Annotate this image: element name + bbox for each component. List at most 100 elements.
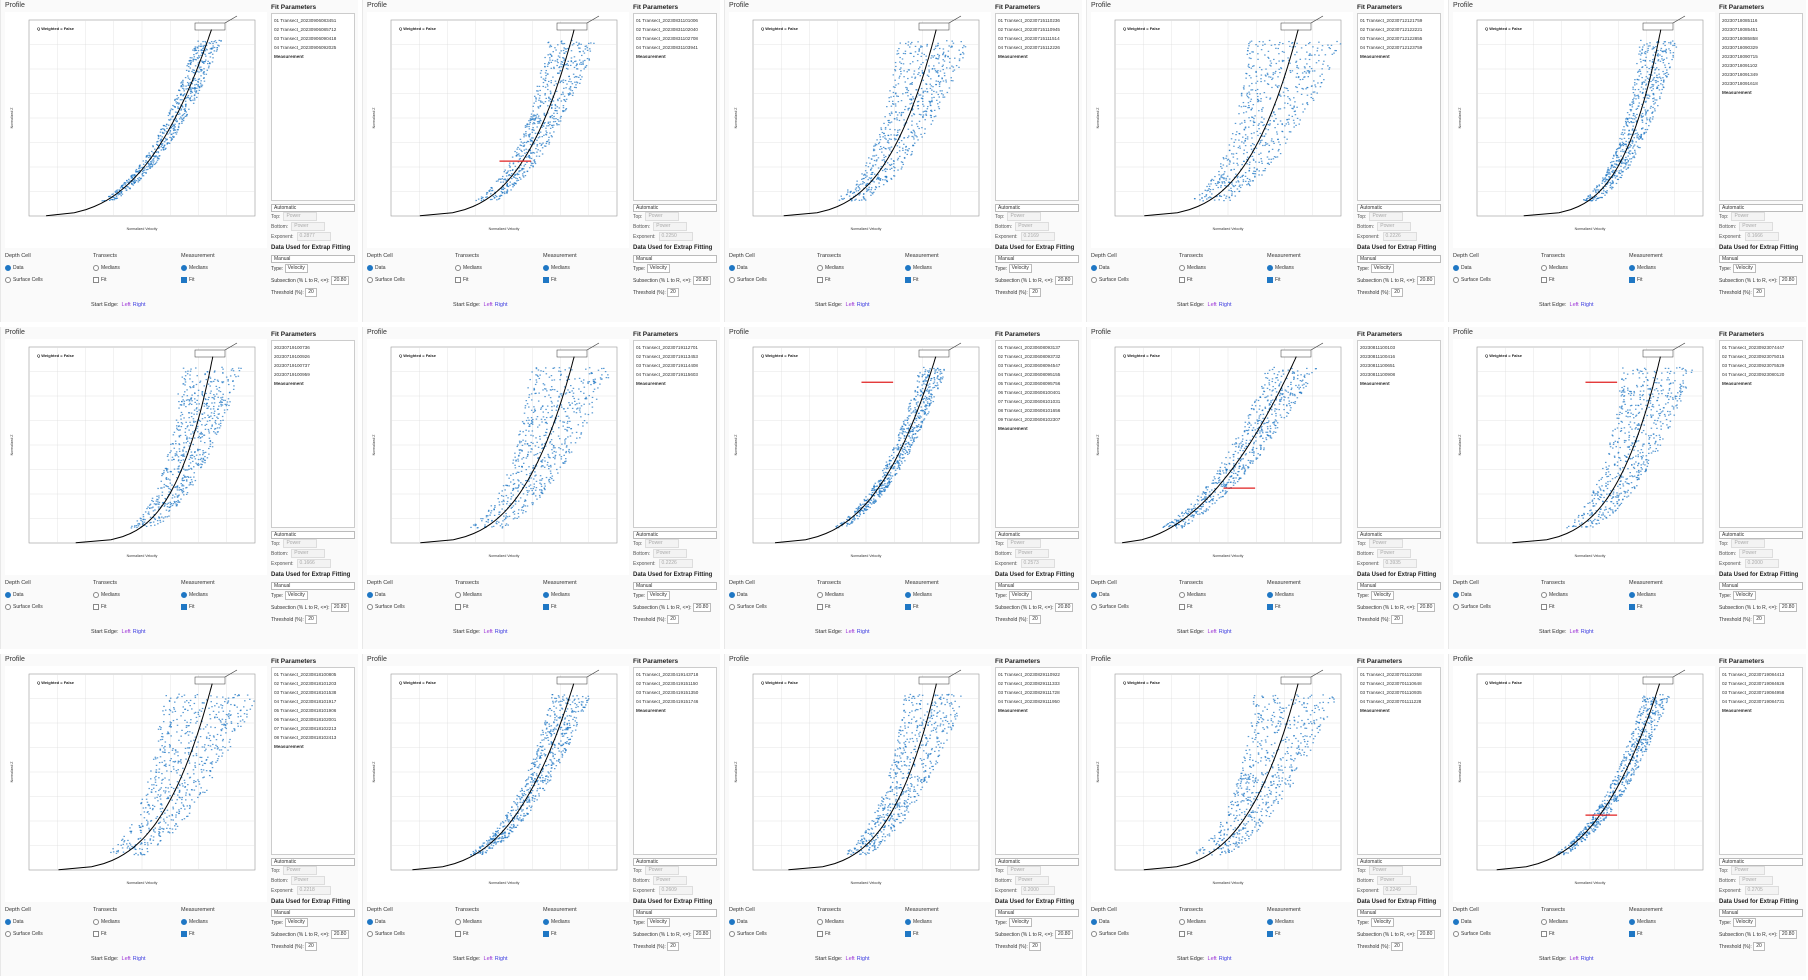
transect-item[interactable]: 01 Transect_20230719084413 — [1722, 672, 1785, 677]
transect-item[interactable]: 04 Transect_20230818101917 — [274, 699, 337, 704]
transect-item[interactable]: 04 Transect_20230712123759 — [1360, 45, 1423, 50]
transect-list[interactable]: 01 Transect_20230712121759 02 Transect_20… — [1357, 13, 1441, 201]
measurement-item[interactable]: Measurement — [998, 54, 1028, 59]
start-edge-right[interactable]: Right — [856, 629, 870, 635]
data-option[interactable]: Data — [1091, 262, 1175, 274]
transect-fit-option[interactable]: Fit — [817, 274, 901, 286]
surface-cells-option[interactable]: Surface Cells — [5, 274, 89, 286]
data-mode-select[interactable]: Manual — [271, 255, 355, 263]
type-select[interactable]: Velocity — [1732, 591, 1756, 601]
transect-item[interactable]: 07 Transect_20230608101031 — [998, 399, 1061, 404]
measurement-item[interactable]: Measurement — [274, 744, 304, 749]
data-mode-select[interactable]: Manual — [1357, 582, 1441, 590]
surface-cells-option[interactable]: Surface Cells — [729, 928, 813, 940]
measurement-medians-option[interactable]: Medians — [181, 916, 265, 928]
transect-list[interactable]: 01 Transect_20230906083451 02 Transect_20… — [271, 13, 355, 201]
transect-item[interactable]: 04 Transect_20230419151746 — [636, 699, 699, 704]
threshold-input[interactable]: 20 — [1391, 288, 1403, 298]
transect-item[interactable]: 02 Transect_20230923075015 — [1722, 354, 1785, 359]
threshold-input[interactable]: 20 — [305, 288, 317, 298]
exponent-value[interactable]: 0.2226 — [658, 559, 693, 569]
threshold-input[interactable]: 20 — [1753, 942, 1765, 952]
measurement-fit-option[interactable]: Fit — [905, 928, 989, 940]
fit-method-select[interactable]: Automatic — [271, 204, 355, 212]
measurement-medians-option[interactable]: Medians — [543, 916, 627, 928]
type-select[interactable]: Velocity — [1008, 264, 1032, 274]
data-option[interactable]: Data — [1453, 589, 1537, 601]
subsection-input[interactable]: 20.80 — [1778, 276, 1798, 286]
data-mode-select[interactable]: Manual — [1719, 582, 1803, 590]
transect-item[interactable]: 04 Transect_20230829111950 — [998, 699, 1060, 704]
transect-item[interactable]: 01 Transect_20230829110922 — [998, 672, 1060, 677]
threshold-input[interactable]: 20 — [305, 615, 317, 625]
type-select[interactable]: Velocity — [284, 591, 308, 601]
transect-item[interactable]: 02 Transect_20230818101203 — [274, 681, 337, 686]
fit-method-select[interactable]: Automatic — [1719, 531, 1803, 539]
fit-method-select[interactable]: Automatic — [1357, 531, 1441, 539]
transect-item[interactable]: 04 Transect_20230719115603 — [636, 372, 698, 377]
transect-item[interactable]: 02 Transect_20230719084626 — [1722, 681, 1785, 686]
data-option[interactable]: Data — [1453, 916, 1537, 928]
transect-medians-option[interactable]: Medians — [1179, 262, 1263, 274]
transect-item[interactable]: 03 Transect_20230719114408 — [636, 363, 698, 368]
data-mode-select[interactable]: Manual — [271, 909, 355, 917]
bottom-value[interactable]: Power — [1015, 549, 1050, 559]
start-edge-right[interactable]: Right — [1580, 956, 1594, 962]
surface-cells-option[interactable]: Surface Cells — [5, 928, 89, 940]
transect-item[interactable]: 01 Transect_20230831101006 — [636, 18, 698, 23]
threshold-input[interactable]: 20 — [1753, 288, 1765, 298]
bottom-value[interactable]: Power — [1739, 222, 1774, 232]
type-select[interactable]: Velocity — [1370, 918, 1394, 928]
fit-method-select[interactable]: Automatic — [271, 858, 355, 866]
fit-method-select[interactable]: Automatic — [1719, 204, 1803, 212]
measurement-medians-option[interactable]: Medians — [543, 262, 627, 274]
data-option[interactable]: Data — [729, 916, 813, 928]
transect-medians-option[interactable]: Medians — [1541, 589, 1625, 601]
top-value[interactable]: Power — [1369, 539, 1404, 549]
transect-fit-option[interactable]: Fit — [1179, 928, 1263, 940]
measurement-fit-option[interactable]: Fit — [1267, 601, 1351, 613]
transect-medians-option[interactable]: Medians — [1541, 916, 1625, 928]
transect-medians-option[interactable]: Medians — [455, 262, 539, 274]
transect-medians-option[interactable]: Medians — [455, 589, 539, 601]
top-value[interactable]: Power — [1007, 212, 1042, 222]
transect-item[interactable]: 04 Transect_20230719084731 — [1722, 699, 1785, 704]
data-mode-select[interactable]: Manual — [633, 909, 717, 917]
transect-list[interactable]: 20230718085116 20230718085451 202307180858… — [1719, 13, 1803, 201]
bottom-value[interactable]: Power — [653, 222, 688, 232]
measurement-fit-option[interactable]: Fit — [1629, 601, 1713, 613]
transect-item[interactable]: 02 Transect_20230906085712 — [274, 27, 337, 32]
transect-item[interactable]: 20230718085858 — [1722, 36, 1758, 41]
start-edge-left[interactable]: Left — [1569, 302, 1579, 308]
surface-cells-option[interactable]: Surface Cells — [367, 601, 451, 613]
transect-item[interactable]: 06 Transect_20230818102001 — [274, 717, 337, 722]
top-value[interactable]: Power — [1369, 866, 1404, 876]
exponent-value[interactable]: 0.2573 — [1020, 559, 1055, 569]
surface-cells-option[interactable]: Surface Cells — [5, 601, 89, 613]
exponent-value[interactable]: 0.2000 — [1020, 886, 1055, 896]
subsection-input[interactable]: 20.80 — [1416, 930, 1436, 940]
transect-item[interactable]: 03 Transect_20230715111514 — [998, 36, 1060, 41]
start-edge-left[interactable]: Left — [483, 629, 493, 635]
transect-item[interactable]: 20230811100908 — [1360, 372, 1396, 377]
transect-item[interactable]: 20230718085116 — [1722, 18, 1758, 23]
measurement-medians-option[interactable]: Medians — [1629, 916, 1713, 928]
transect-item[interactable]: 08 Transect_20230818102413 — [274, 735, 337, 740]
transect-item[interactable]: 05 Transect_20230818101906 — [274, 708, 337, 713]
data-option[interactable]: Data — [367, 589, 451, 601]
transect-item[interactable]: 20230718091102 — [1722, 63, 1758, 68]
transect-list[interactable]: 01 Transect_20230419143718 02 Transect_20… — [633, 667, 717, 855]
top-value[interactable]: Power — [283, 539, 318, 549]
fit-method-select[interactable]: Automatic — [633, 858, 717, 866]
measurement-item[interactable]: Measurement — [636, 708, 666, 713]
subsection-input[interactable]: 20.80 — [692, 603, 712, 613]
measurement-fit-option[interactable]: Fit — [1629, 928, 1713, 940]
start-edge-left[interactable]: Left — [483, 956, 493, 962]
start-edge-left[interactable]: Left — [1569, 629, 1579, 635]
surface-cells-option[interactable]: Surface Cells — [1453, 601, 1537, 613]
transect-fit-option[interactable]: Fit — [455, 601, 539, 613]
fit-method-select[interactable]: Automatic — [1357, 858, 1441, 866]
transect-list[interactable]: 01 Transect_20230701110258 02 Transect_20… — [1357, 667, 1441, 855]
transect-item[interactable]: 01 Transect_20230906083451 — [274, 18, 337, 23]
transect-list[interactable]: 01 Transect_20230719112701 02 Transect_20… — [633, 340, 717, 528]
